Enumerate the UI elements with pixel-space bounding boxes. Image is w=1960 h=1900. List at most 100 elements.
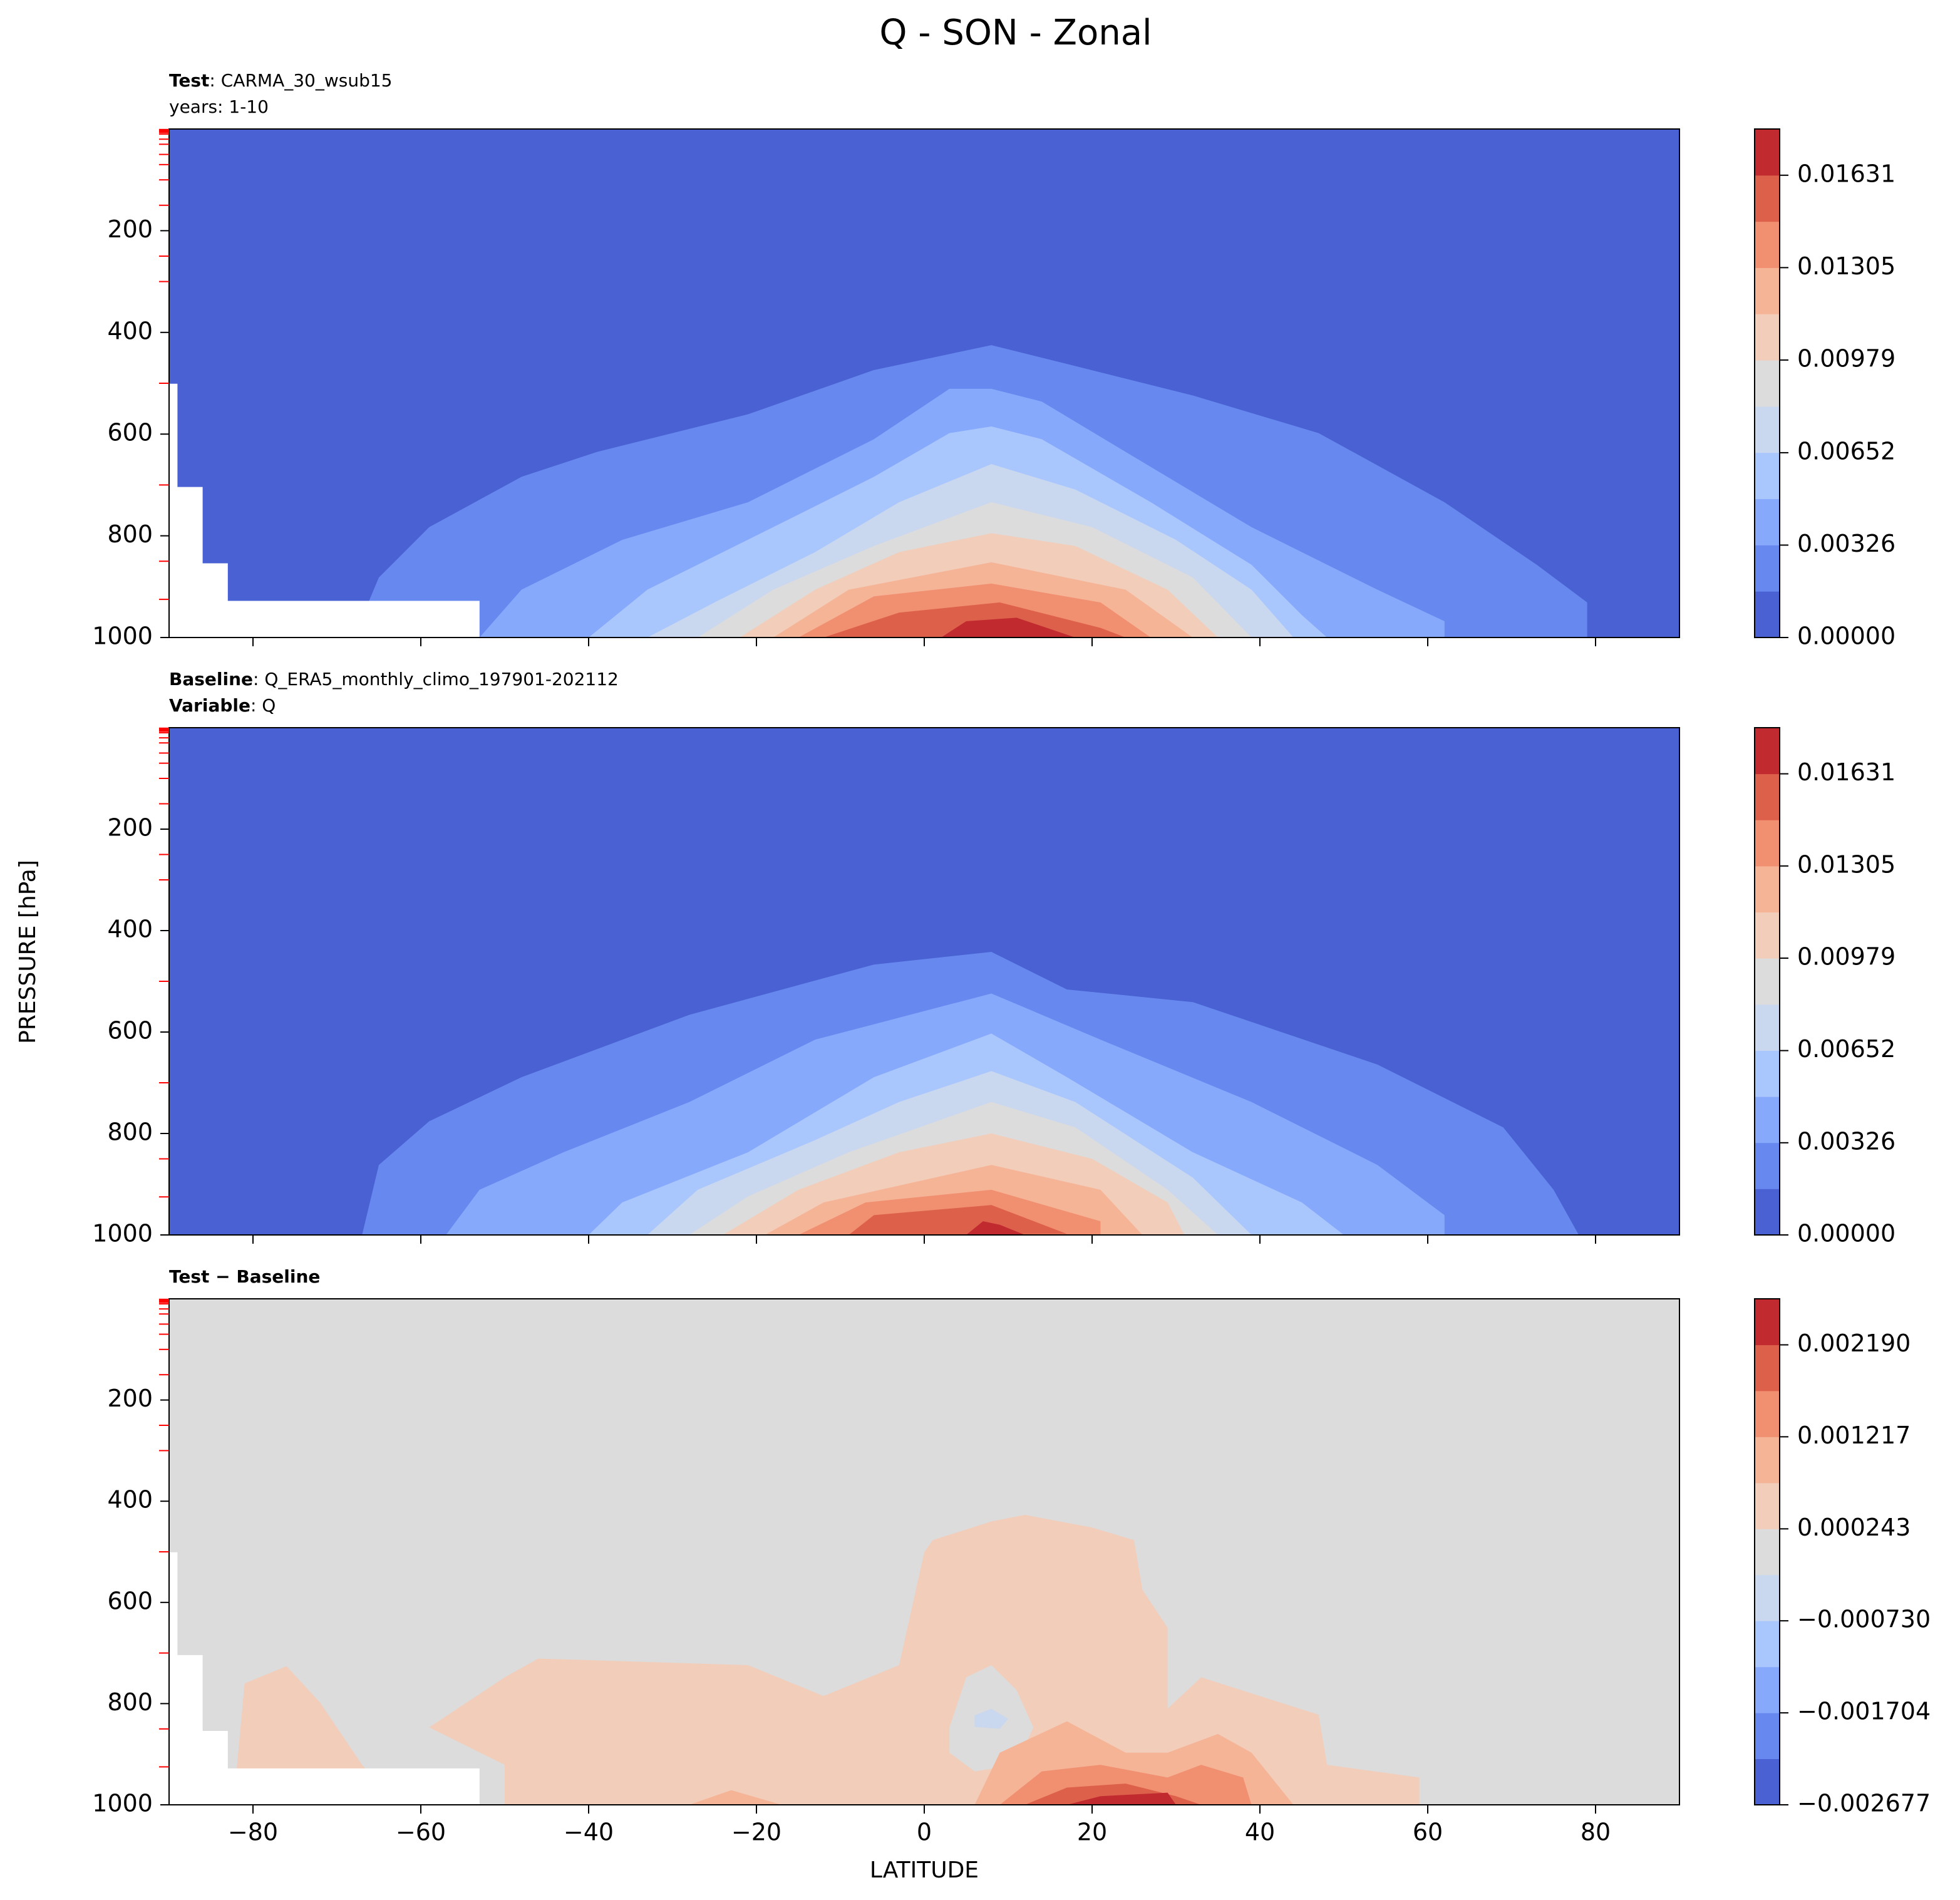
missing-mask — [169, 383, 480, 638]
y-tick-label: 800 — [107, 1688, 153, 1716]
subtitle-run: : Q_ERA5_monthly_climo_197901-202112 — [253, 669, 619, 689]
colorbar-frame — [1754, 727, 1780, 1236]
subtitle-run: : Q — [250, 695, 276, 716]
y-tick-label: 200 — [107, 814, 153, 842]
colorbar-band — [1755, 865, 1780, 913]
x-tick-label: −60 — [396, 1819, 446, 1846]
y-tick-label: 200 — [107, 1385, 153, 1412]
colorbar-tick-label: 0.00979 — [1797, 344, 1896, 372]
y-axis-label: PRESSURE [hPa] — [15, 860, 41, 1044]
y-tick-label: 400 — [107, 1486, 153, 1514]
colorbar-tick-label: 0.01631 — [1797, 758, 1896, 786]
colorbar-band — [1755, 820, 1780, 867]
panel-subtitle: Baseline: Q_ERA5_monthly_climo_197901-20… — [169, 669, 619, 689]
colorbar-tick-label: 0.00000 — [1797, 1220, 1896, 1247]
colorbar-band — [1755, 1529, 1780, 1576]
x-tick-label: 20 — [1077, 1819, 1107, 1846]
colorbar-band — [1755, 267, 1780, 314]
colorbar-band — [1755, 360, 1780, 407]
colorbar-tick-label: 0.00652 — [1797, 1035, 1896, 1063]
colorbar-band — [1755, 1050, 1780, 1097]
contour-fill — [689, 1790, 782, 1805]
contour-fill — [974, 1708, 1008, 1729]
x-tick-label: −80 — [228, 1819, 278, 1846]
colorbar-tick-label: 0.01631 — [1797, 160, 1896, 187]
x-tick-label: −20 — [731, 1819, 781, 1846]
colorbar-frame — [1754, 128, 1780, 638]
x-tick-label: −40 — [564, 1819, 614, 1846]
y-tick-label: 400 — [107, 916, 153, 943]
colorbar-band — [1755, 1189, 1780, 1236]
contour-fill — [941, 617, 1076, 638]
colorbar-band — [1755, 1390, 1780, 1437]
x-tick-label: 60 — [1413, 1819, 1443, 1846]
figure-title: Q - SON - Zonal — [879, 13, 1152, 53]
colorbar-band — [1755, 1713, 1780, 1760]
colorbar-band — [1755, 1482, 1780, 1529]
colorbar-band — [1755, 175, 1780, 222]
colorbar-tick-label: 0.01305 — [1797, 252, 1896, 280]
plot-area — [169, 129, 1679, 638]
y-tick-label: 1000 — [92, 1220, 153, 1247]
colorbar-tick-label: −0.001704 — [1797, 1698, 1931, 1725]
y-tick-label: 600 — [107, 419, 153, 447]
colorbar-band — [1755, 1758, 1780, 1805]
x-tick-label: 0 — [917, 1819, 932, 1846]
colorbar-band — [1755, 1621, 1780, 1668]
contour-fill — [966, 1221, 1025, 1235]
subtitle-run: Test − Baseline — [169, 1266, 320, 1287]
subtitle-run: Test — [169, 70, 209, 91]
plot-area — [169, 728, 1679, 1235]
y-tick-label: 800 — [107, 520, 153, 548]
colorbar-tick-label: 0.001217 — [1797, 1422, 1911, 1449]
contour-fill — [823, 602, 1126, 638]
subtitle-run: Baseline — [169, 669, 253, 689]
subtitle-run: : CARMA_30_wsub15 — [209, 70, 392, 91]
subtitle-run: years: 1-10 — [169, 96, 269, 117]
colorbar-band — [1755, 221, 1780, 268]
colorbar-band — [1755, 545, 1780, 592]
colorbar-band — [1755, 1142, 1780, 1189]
colorbar-band — [1755, 1574, 1780, 1621]
panel-subtitle: years: 1-10 — [169, 96, 269, 117]
colorbar-band — [1755, 728, 1780, 775]
subtitle-run: Variable — [169, 695, 250, 716]
colorbar-tick-label: −0.000730 — [1797, 1606, 1931, 1633]
colorbar-band — [1755, 1345, 1780, 1391]
contour-fill — [848, 1205, 1067, 1235]
contour-fill — [236, 1666, 371, 1775]
y-tick-label: 800 — [107, 1118, 153, 1146]
plot-area — [169, 1299, 1679, 1805]
colorbar-tick-label: 0.00979 — [1797, 943, 1896, 971]
y-tick-label: 600 — [107, 1017, 153, 1045]
colorbar-band — [1755, 958, 1780, 1005]
colorbar-band — [1755, 1004, 1780, 1051]
colorbar-tick-label: 0.00326 — [1797, 1127, 1896, 1155]
y-tick-label: 600 — [107, 1587, 153, 1614]
panel-subtitle: Test: CARMA_30_wsub15 — [169, 70, 393, 91]
missing-mask — [169, 1552, 480, 1805]
y-tick-label: 400 — [107, 317, 153, 344]
colorbar-tick-label: 0.00326 — [1797, 530, 1896, 557]
y-tick-label: 1000 — [92, 1790, 153, 1817]
colorbar-band — [1755, 773, 1780, 820]
colorbar-tick-label: 0.00000 — [1797, 622, 1896, 650]
colorbar-band — [1755, 1097, 1780, 1144]
colorbar-tick-label: −0.002677 — [1797, 1790, 1931, 1817]
colorbar-band — [1755, 1299, 1780, 1345]
colorbar-band — [1755, 1666, 1780, 1713]
y-tick-label: 1000 — [92, 622, 153, 650]
x-tick-label: 40 — [1245, 1819, 1275, 1846]
y-tick-label: 200 — [107, 215, 153, 243]
colorbar-tick-label: 0.000243 — [1797, 1514, 1911, 1541]
colorbar-band — [1755, 498, 1780, 545]
colorbar-frame — [1754, 1298, 1780, 1805]
colorbar-band — [1755, 314, 1780, 361]
contour-fill — [1066, 1792, 1176, 1805]
colorbar-tick-label: 0.002190 — [1797, 1329, 1911, 1357]
colorbar-band — [1755, 129, 1780, 176]
colorbar-band — [1755, 406, 1780, 453]
colorbar-tick-label: 0.01305 — [1797, 850, 1896, 878]
panel-subtitle: Test − Baseline — [169, 1266, 320, 1287]
